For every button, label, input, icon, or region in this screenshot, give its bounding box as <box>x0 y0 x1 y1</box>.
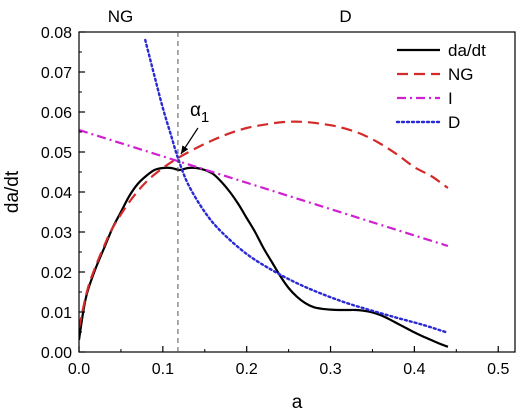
annotation-subscript: 1 <box>201 109 209 126</box>
annotation-layer: α1 <box>180 100 209 155</box>
series-line-i <box>79 128 449 248</box>
annotation-alpha: α1 <box>190 100 209 126</box>
legend-label: I <box>448 89 453 108</box>
series-line-ng <box>79 120 449 329</box>
legend-label: D <box>448 113 460 132</box>
y-tick-label: 0.00 <box>41 345 72 362</box>
y-axis-title: da/dt <box>2 170 23 213</box>
ticks-layer <box>78 31 499 353</box>
legend-label: NG <box>448 65 474 84</box>
annotation-symbol: α <box>190 100 201 121</box>
x-tick-label: 0.1 <box>152 361 174 378</box>
x-tick-label: 0.2 <box>236 361 258 378</box>
series-line-d <box>144 38 450 334</box>
legend-label: da/dt <box>448 41 486 60</box>
y-tick-label: 0.02 <box>41 265 72 282</box>
y-tick-label: 0.06 <box>41 105 72 122</box>
x-tick-label: 0.4 <box>403 361 425 378</box>
x-tick-label: 0.3 <box>319 361 341 378</box>
series-line-da-dt <box>79 166 449 348</box>
x-axis-title: a <box>292 392 303 413</box>
legend: da/dt NG ID <box>395 41 486 132</box>
y-tick-label: 0.05 <box>41 145 72 162</box>
y-tick-label: 0.01 <box>41 305 72 322</box>
y-tick-label: 0.03 <box>41 225 72 242</box>
annotation-arrow-head <box>180 145 189 154</box>
x-tick-label: 0.5 <box>487 361 509 378</box>
region-label-d: D <box>339 7 351 26</box>
region-label-ng: NG <box>108 7 134 26</box>
y-tick-label: 0.07 <box>41 65 72 82</box>
y-tick-label: 0.08 <box>41 25 72 42</box>
y-tick-label: 0.04 <box>41 185 72 202</box>
labels-layer: 0.0 0.1 0.2 0.3 0.4 0.5 0.00 0.01 0.02 0.03 0.04 0.… <box>41 7 510 378</box>
series-layer <box>79 38 450 348</box>
x-tick-label: 0.0 <box>68 361 90 378</box>
